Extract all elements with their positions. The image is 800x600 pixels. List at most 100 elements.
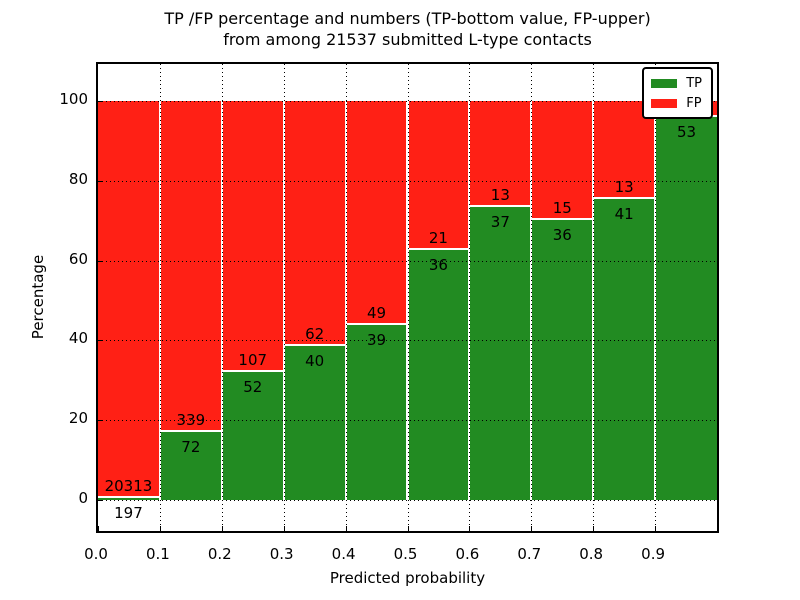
bar-bin-0.0-0.1: 20313 197 <box>98 101 160 522</box>
fp-bar-segment <box>532 101 593 219</box>
y-tick-mark <box>98 340 103 342</box>
x-tick-mark <box>345 526 347 531</box>
v-gridline-0.9 <box>655 64 657 531</box>
x-tick-mark <box>407 526 409 531</box>
tp-bar-segment <box>222 369 283 500</box>
tp-legend-label: TP <box>686 75 702 91</box>
bar-bin-0.4-0.5: 49 39 <box>345 101 408 500</box>
tp-count-label: 39 <box>366 331 387 350</box>
bar-bin-0.1-0.2: 339 72 <box>159 101 222 500</box>
bar-bin-0.6-0.7: 13 37 <box>469 101 532 500</box>
bar-bin-0.7-0.8: 15 36 <box>531 101 594 500</box>
legend-row-fp: FP <box>651 93 702 113</box>
chart-title-line2: from among 21537 submitted L-type contac… <box>223 30 592 49</box>
x-tick-mark <box>283 526 285 531</box>
fp-count-label: 13 <box>614 178 634 197</box>
tp-count-label: 36 <box>552 226 572 245</box>
tp-count-label: 72 <box>181 438 201 457</box>
tp-bar-segment <box>98 496 159 500</box>
x-tick-mark <box>159 526 161 531</box>
v-gridline-0.7 <box>531 64 533 531</box>
y-tick-mark <box>98 101 103 102</box>
v-gridline-0.3 <box>283 64 285 531</box>
x-tick-mark <box>655 526 657 531</box>
fp-bar-segment <box>222 101 283 370</box>
x-axis-label: Predicted probability <box>329 569 486 587</box>
bar-bin-0.3-0.4: 62 40 <box>283 101 346 500</box>
y-tick-label-40: 40 <box>68 329 88 348</box>
chart-title-line1: TP /FP percentage and numbers (TP-bottom… <box>164 9 651 28</box>
x-tick-label-0.5: 0.5 <box>393 545 418 563</box>
x-tick-label-0.7: 0.7 <box>517 545 542 563</box>
bar-bin-0.8-0.9: 13 41 <box>593 101 656 500</box>
fp-bar-segment <box>284 101 345 344</box>
tp-bar-segment <box>284 343 345 500</box>
v-gridline-0.1 <box>159 64 161 531</box>
tp-count-label: 40 <box>305 351 325 370</box>
y-tick-label-20: 20 <box>68 409 88 428</box>
tp-count-label: 37 <box>490 212 510 231</box>
fp-bar-segment <box>98 101 159 497</box>
x-tick-mark <box>98 526 99 531</box>
fp-count-label: 49 <box>366 304 387 323</box>
x-tick-mark <box>531 526 533 531</box>
fp-count-label: 62 <box>305 324 325 343</box>
tp-count-label: 36 <box>428 255 448 274</box>
x-tick-mark <box>221 526 223 531</box>
y-tick-label-100: 100 <box>59 90 88 108</box>
fp-legend-swatch <box>651 98 678 108</box>
bar-bin-0.9-1.0: 53 <box>655 101 717 500</box>
tp-count-label: 52 <box>243 377 263 396</box>
fp-bar-segment <box>160 101 221 431</box>
tp-bar-segment <box>346 323 407 500</box>
x-tick-label-0.6: 0.6 <box>455 545 480 563</box>
fp-count-label: 13 <box>490 185 510 204</box>
bar-bin-0.5-0.6: 21 36 <box>407 101 470 500</box>
tp-bar-segment <box>160 430 221 500</box>
x-tick-mark <box>469 526 471 531</box>
y-tick-mark <box>98 420 103 422</box>
v-gridline-0.6 <box>469 64 471 531</box>
fp-bar-segment <box>346 101 407 324</box>
tp-bar-segment <box>656 115 717 500</box>
y-tick-label-80: 80 <box>68 169 88 188</box>
fp-count-label: 20313 <box>104 477 153 496</box>
tp-legend-swatch <box>651 78 678 88</box>
plot-area: 20313 197 339 72 107 52 62 40 49 39 21 36 13 37 15 36 13… <box>96 62 719 533</box>
x-tick-label-0.3: 0.3 <box>269 545 294 563</box>
v-gridline-0.2 <box>221 64 223 531</box>
tp-count-label: 53 <box>676 123 697 142</box>
y-tick-label-60: 60 <box>68 249 88 268</box>
x-tick-label-0.4: 0.4 <box>331 545 356 563</box>
y-tick-mark <box>98 260 103 262</box>
x-tick-label-0.8: 0.8 <box>579 545 604 563</box>
v-gridline-0.8 <box>593 64 595 531</box>
fp-count-label: 15 <box>552 199 572 218</box>
fp-bar-segment <box>408 101 469 248</box>
x-tick-label-0.0: 0.0 <box>84 545 108 563</box>
v-gridline-0.4 <box>345 64 347 531</box>
fp-count-label: 107 <box>238 350 268 369</box>
y-tick-label-0: 0 <box>78 489 88 507</box>
tp-bar-segment <box>408 247 469 500</box>
x-tick-mark <box>593 526 595 531</box>
legend: TP FP <box>642 67 713 119</box>
tp-count-label: 41 <box>614 205 634 224</box>
x-tick-label-0.9: 0.9 <box>641 545 666 563</box>
y-tick-mark <box>98 500 103 501</box>
bar-bin-0.2-0.3: 107 52 <box>221 101 284 500</box>
tp-bar-segment <box>532 218 593 500</box>
tp-count-label: 197 <box>114 504 143 522</box>
x-tick-label-0.1: 0.1 <box>145 545 170 563</box>
v-gridline-0.5 <box>407 64 409 531</box>
y-tick-mark <box>98 180 103 182</box>
tp-bar-segment <box>594 197 655 500</box>
tp-bar-segment <box>470 204 531 500</box>
legend-row-tp: TP <box>651 73 702 93</box>
chart-title: TP /FP percentage and numbers (TP-bottom… <box>96 8 719 50</box>
fp-count-label: 21 <box>428 228 448 247</box>
x-tick-label-0.2: 0.2 <box>207 545 232 563</box>
fp-legend-label: FP <box>686 95 702 111</box>
fp-bar-segment <box>470 101 531 205</box>
